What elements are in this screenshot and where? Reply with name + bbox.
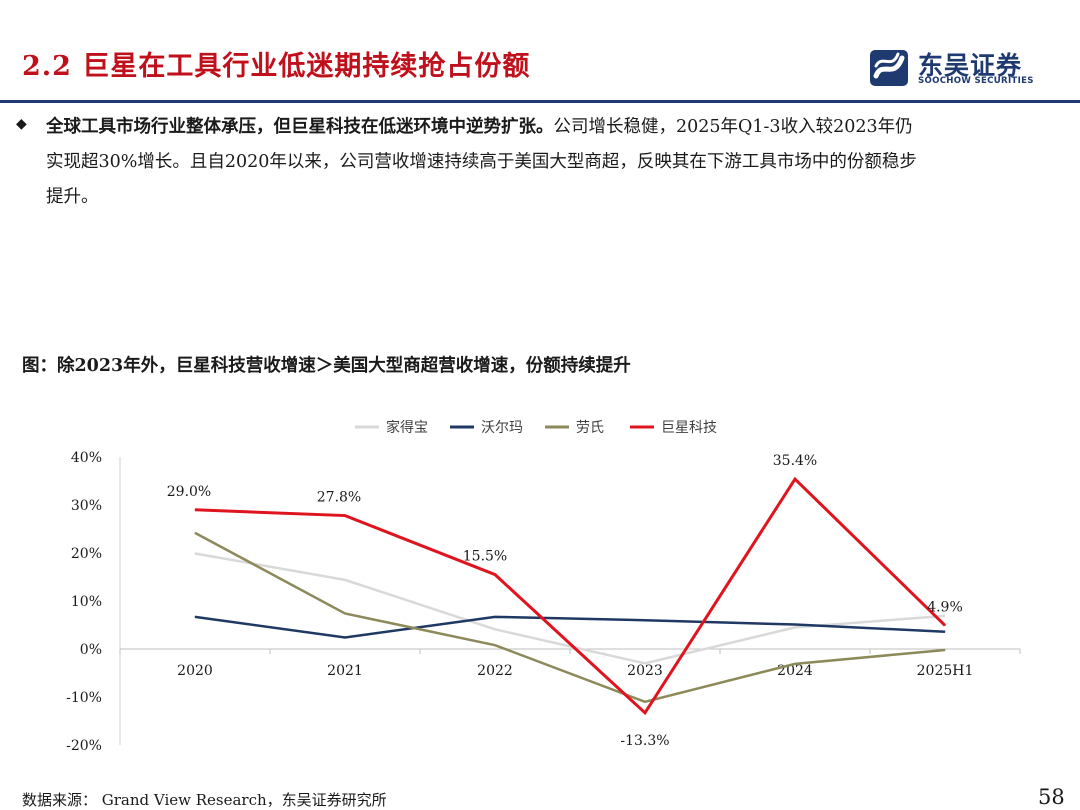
- y-tick-label: -10%: [66, 690, 102, 706]
- legend-label: 巨星科技: [661, 420, 717, 436]
- data-point-家得宝: [944, 615, 946, 617]
- data-point-劳氏: [344, 612, 346, 614]
- data-point-巨星科技: [644, 712, 646, 714]
- data-label: 29.0%: [167, 484, 211, 500]
- x-tick-label: 2024: [777, 663, 813, 679]
- page-number: 58: [1038, 785, 1065, 809]
- data-point-劳氏: [644, 701, 646, 703]
- logo-text-en: SOOCHOW SECURITIES: [918, 76, 1034, 86]
- line-chart: 家得宝 沃尔玛 劳氏 巨星科技 -20%-10%0%10%20%30%40%2020 2…: [66, 419, 1021, 754]
- x-tick-label: 2022: [477, 663, 513, 679]
- chart-data-labels: 29.0% 27.8% 15.5% -13.3% 35.4% 4.9%: [167, 453, 963, 749]
- header-divider: [0, 100, 1080, 103]
- y-tick-label: 40%: [71, 450, 102, 466]
- data-point-家得宝: [344, 579, 346, 581]
- x-tick-label: 2021: [327, 663, 363, 679]
- data-point-劳氏: [794, 663, 796, 665]
- data-point-家得宝: [194, 552, 196, 554]
- data-point-巨星科技: [344, 515, 346, 517]
- data-point-沃尔玛: [494, 616, 496, 618]
- data-point-沃尔玛: [644, 619, 646, 621]
- data-point-沃尔玛: [344, 636, 346, 638]
- x-tick-label: 2020: [177, 663, 213, 679]
- data-point-沃尔玛: [794, 624, 796, 626]
- chart-legend: 家得宝 沃尔玛 劳氏 巨星科技: [355, 419, 717, 436]
- figure-caption: 图：除2023年外，巨星科技营收增速＞美国大型商超营收增速，份额持续提升: [22, 356, 631, 376]
- data-label: 27.8%: [317, 490, 361, 506]
- y-tick-label: -20%: [66, 738, 102, 754]
- y-tick-label: 10%: [71, 594, 102, 610]
- data-label: 4.9%: [927, 599, 963, 615]
- body-paragraph: 全球工具市场行业整体承压，但巨星科技在低迷环境中逆势扩张。公司增长稳健，2025…: [46, 110, 1056, 215]
- x-tick-label: 2023: [627, 663, 663, 679]
- series-line-劳氏: [194, 531, 946, 704]
- legend-label: 沃尔玛: [481, 420, 523, 436]
- data-label: -13.3%: [620, 733, 669, 749]
- legend-label: 家得宝: [386, 419, 428, 436]
- data-point-巨星科技: [194, 509, 196, 511]
- body-line2: 实现超30%增长。且自2020年以来，公司营收增速持续高于美国大型商超，反映其在…: [46, 152, 917, 172]
- body-line3: 提升。: [46, 187, 99, 207]
- y-tick-label: 30%: [71, 498, 102, 514]
- series-line-家得宝: [194, 552, 946, 665]
- company-logo: 东吴证券 SOOCHOW SECURITIES: [868, 46, 1048, 90]
- chart-axes: -20% -10% 0% 10% 20% 30% 40% 2020 2021 2022 2023 20…: [66, 450, 1021, 754]
- x-tick-label: 2025H1: [917, 663, 974, 679]
- series-line-巨星科技: [194, 476, 947, 716]
- data-point-家得宝: [794, 626, 796, 628]
- data-label: 35.4%: [773, 453, 817, 469]
- chart-series: [194, 476, 947, 716]
- data-point-巨星科技: [944, 624, 946, 626]
- data-point-劳氏: [194, 532, 196, 534]
- data-point-巨星科技: [794, 478, 796, 480]
- data-point-劳氏: [494, 644, 496, 646]
- y-tick-label: 0%: [80, 642, 102, 658]
- body-bold-text: 全球工具市场行业整体承压，但巨星科技在低迷环境中逆势扩张。: [46, 117, 554, 137]
- logo-text-cn: 东吴证券: [918, 51, 1023, 80]
- data-point-巨星科技: [494, 574, 496, 576]
- data-point-劳氏: [944, 649, 946, 651]
- body-line1-rest: 公司增长稳健，2025年Q1-3收入较2023年仍: [553, 117, 913, 137]
- data-point-家得宝: [644, 662, 646, 664]
- data-point-沃尔玛: [194, 616, 196, 618]
- data-point-家得宝: [494, 628, 496, 630]
- data-source-note: 数据来源： Grand View Research，东吴证券研究所: [22, 791, 387, 809]
- y-tick-label: 20%: [71, 546, 102, 562]
- page-title: 2.2 巨星在工具行业低迷期持续抢占份额: [22, 51, 531, 82]
- series-line-沃尔玛: [194, 615, 946, 639]
- soochow-logo-icon: [870, 50, 908, 86]
- diamond-bullet-icon: ◆: [16, 116, 27, 132]
- data-label: 15.5%: [463, 549, 507, 565]
- legend-label: 劳氏: [576, 420, 604, 436]
- data-point-沃尔玛: [944, 631, 946, 633]
